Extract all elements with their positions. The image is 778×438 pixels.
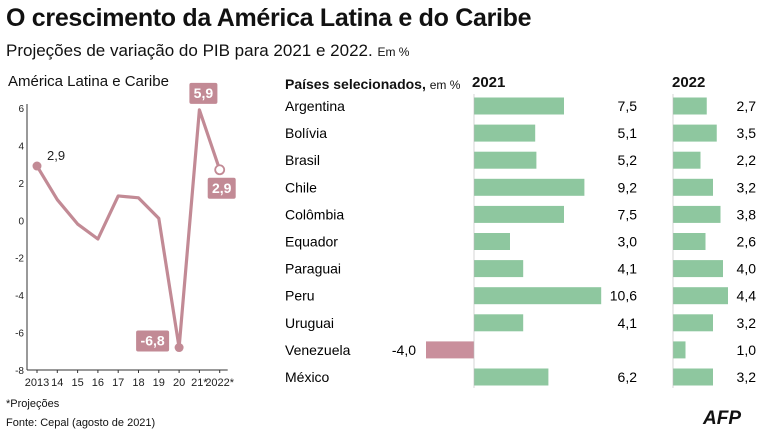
bar-2022 [673, 151, 701, 169]
y-tick-label: -2 [15, 254, 24, 265]
line-chart-title: América Latina e Caribe [8, 73, 169, 90]
bar-2021 [474, 287, 602, 305]
value-label-2021: 7,5 [618, 98, 638, 114]
data-point [32, 161, 42, 171]
country-label: México [285, 369, 330, 385]
x-tick-label: 21* [191, 377, 208, 389]
point-label-box [207, 177, 236, 199]
x-tick-label: 19 [153, 377, 165, 389]
subtitle-text: Projeções de variação do PIB para 2021 e… [6, 41, 373, 60]
bar-2022 [673, 97, 707, 115]
country-label: Venezuela [285, 342, 351, 358]
y-tick-label: 4 [18, 141, 24, 152]
table-header: Países selecionados, em % [285, 76, 460, 92]
point-label-box [189, 82, 218, 104]
value-label-2022: 3,2 [737, 369, 757, 385]
source-note: Fonte: Cepal (agosto de 2021) [6, 417, 156, 429]
subtitle-unit: Em % [377, 45, 410, 59]
bar-2022 [673, 287, 728, 305]
data-point [174, 343, 184, 353]
point-label-box [136, 330, 170, 352]
value-label-2022: 3,2 [737, 315, 757, 331]
x-tick-label: 14 [51, 377, 63, 389]
data-point [214, 164, 226, 176]
value-label-2022: 2,7 [737, 98, 757, 114]
x-tick-label: 18 [132, 377, 144, 389]
year-header-2021: 2021 [472, 74, 506, 91]
country-label: Colômbia [285, 206, 344, 222]
footnote: *Projeções [6, 398, 60, 410]
x-tick-label: 2022* [205, 377, 234, 389]
value-label-2021: 6,2 [618, 369, 638, 385]
value-label-2022: 2,6 [737, 234, 757, 250]
x-tick-label: 15 [71, 377, 83, 389]
value-label-2022: 3,5 [737, 125, 757, 141]
y-tick-label: 2 [18, 179, 24, 190]
bar-2022 [673, 260, 723, 278]
country-label: Equador [285, 234, 338, 250]
country-label: Brasil [285, 152, 320, 168]
bar-2021 [474, 124, 536, 142]
bar-2022 [673, 368, 713, 386]
bar-2022 [673, 178, 713, 196]
bar-2021 [426, 341, 474, 359]
point-label: 5,9 [194, 85, 214, 101]
value-label-2022: 3,8 [737, 206, 757, 222]
country-label: Paraguai [285, 261, 341, 277]
x-tick-label: 16 [92, 377, 104, 389]
value-label-2021: 3,0 [618, 234, 638, 250]
point-label: 2,9 [47, 148, 65, 163]
country-label: Peru [285, 288, 315, 304]
point-label: 2,9 [212, 180, 232, 196]
country-label: Chile [285, 179, 317, 195]
value-label-2021: 7,5 [618, 206, 638, 222]
y-tick-label: 0 [18, 216, 24, 227]
year-header-2022: 2022 [672, 74, 706, 91]
country-label: Bolívia [285, 125, 327, 141]
value-label-2021: 10,6 [610, 288, 637, 304]
bar-2021 [474, 178, 585, 196]
value-label-2021: 5,1 [618, 125, 638, 141]
bar-2022 [673, 124, 717, 142]
chart-subtitle: Projeções de variação do PIB para 2021 e… [6, 41, 409, 61]
value-label-2021: 4,1 [618, 261, 638, 277]
bar-2021 [474, 233, 510, 250]
bar-2021 [474, 151, 537, 169]
x-tick-label: 2013 [25, 377, 49, 389]
x-tick-label: 17 [112, 377, 124, 389]
y-tick-label: 6 [18, 104, 24, 115]
point-label: -6,8 [141, 333, 165, 349]
value-label-2022: 3,2 [737, 179, 757, 195]
value-label-2021: 4,1 [618, 315, 638, 331]
country-label: Uruguai [285, 315, 334, 331]
y-tick-label: -8 [15, 366, 24, 377]
value-label-2021: -4,0 [392, 342, 416, 358]
bar-2021 [474, 97, 564, 115]
value-label-2021: 9,2 [618, 179, 638, 195]
bar-2021 [474, 205, 564, 223]
bar-2022 [673, 205, 721, 223]
value-label-2021: 5,2 [618, 152, 638, 168]
line-series-gdp [35, 108, 222, 350]
bar-2022 [673, 233, 706, 250]
y-tick-label: -6 [15, 329, 24, 340]
value-label-2022: 1,0 [737, 342, 757, 358]
value-label-2022: 4,0 [737, 261, 757, 277]
chart-title: O crescimento da América Latina e do Car… [6, 4, 532, 32]
value-label-2022: 4,4 [737, 288, 757, 304]
bar-2021 [474, 260, 524, 278]
table-header-unit: em % [429, 78, 461, 92]
country-label: Argentina [285, 98, 345, 114]
bar-2022 [673, 314, 713, 332]
bar-2021 [474, 314, 524, 332]
table-header-text: Países selecionados, [285, 76, 426, 92]
afp-logo: AFP [703, 408, 741, 429]
bar-2022 [673, 341, 686, 359]
y-tick-label: -4 [15, 291, 24, 302]
value-label-2022: 2,2 [737, 152, 757, 168]
x-tick-label: 20 [173, 377, 185, 389]
bar-2021 [474, 368, 549, 386]
